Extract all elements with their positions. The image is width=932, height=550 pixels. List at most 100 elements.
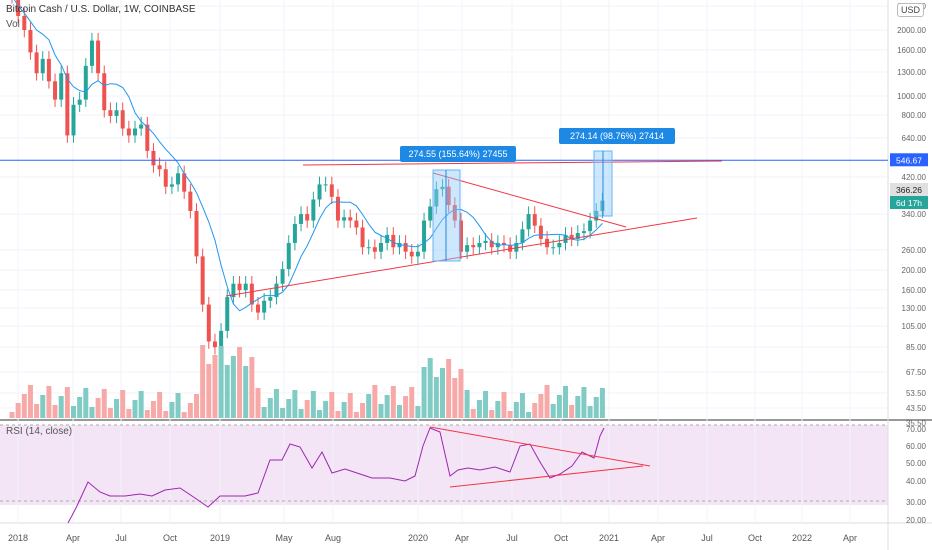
candle-body [452,205,457,221]
rsi-upper-trend [429,426,651,467]
rsi-tick-label: 50.00 [906,459,927,468]
candle-body [59,73,64,100]
candle-body [465,245,470,252]
volume-bar [261,407,267,418]
candle-body [96,40,101,74]
candle-body [268,297,273,301]
x-tick-label: 2022 [792,533,812,543]
volume-bar [249,357,255,418]
rsi-line [67,427,605,524]
volume-bar [501,392,507,418]
candle-body [46,58,51,82]
volume-bar [470,409,476,418]
price-tick-label: 640.00 [902,134,927,143]
chart-title: Bitcoin Cash / U.S. Dollar, 1W, COINBASE [6,4,196,15]
x-tick-label: Jul [115,533,127,543]
candle-body [489,240,494,248]
candle-body [508,245,513,252]
volume-bar [89,407,95,418]
volume-bar [58,396,64,418]
volume-bar [476,400,482,418]
candle-body [151,150,156,166]
candle-body [440,186,445,190]
candle-body [409,251,414,257]
volume-bar [175,393,181,418]
volume-bar [15,403,21,418]
candle-body [206,304,211,342]
candle-body [83,65,88,100]
candle-body [102,73,107,111]
candle-body [176,173,181,185]
candle-body [231,283,236,298]
x-tick-label: Apr [843,533,857,543]
volume-bar [409,387,415,418]
rsi-background [0,425,888,505]
volume-bar [286,399,292,418]
countdown-text: 6d 17h [896,198,922,208]
candle-body [514,242,519,252]
volume-bar [230,356,236,418]
volume-bar [114,399,120,418]
candle-body [16,0,21,16]
rsi-tick-label: 30.00 [906,498,927,507]
candle-body [403,242,408,252]
volume-bar [101,389,107,418]
candle-body [532,214,537,226]
price-tick-label: 85.00 [906,343,927,352]
candle-body [40,58,45,74]
candle-body [538,225,543,239]
volume-bar [27,385,33,418]
volume-bar [353,412,359,418]
volume-bar [126,409,132,418]
candle-body [600,200,605,211]
volume-bar [163,411,169,418]
volume-bar [52,405,58,418]
volume-bar [440,368,445,418]
candle-body [588,220,593,232]
candle-body [188,191,193,211]
support-line [225,217,698,297]
candle-body [342,217,347,221]
candle-body [299,214,304,224]
volume-bar [464,390,470,418]
volume-bar [187,403,193,418]
volume-bar [538,394,544,418]
candle-body [163,169,168,187]
x-tick-label: Apr [651,533,665,543]
volume-bar [218,346,224,418]
price-tick-label: 53.50 [906,389,927,398]
volume-bar [107,408,113,418]
volume-bar [237,347,243,418]
candle-body [551,247,556,249]
candle-body [256,304,260,313]
candle-body [477,242,482,248]
currency-badge[interactable]: USD [896,3,924,17]
x-tick-label: Apr [66,533,80,543]
x-tick-label: May [275,533,293,543]
volume-bar [212,355,218,418]
candle-body [126,128,131,136]
volume-bar [593,397,599,418]
x-tick-label: 2021 [599,533,619,543]
volume-bar [200,345,206,418]
volume-bar [532,403,538,418]
candle-body [219,330,224,348]
volume-bar [569,405,575,418]
volume-bar [243,366,249,418]
volume-bar [224,365,230,418]
x-tick-label: 2020 [408,533,428,543]
x-tick-label: Jul [506,533,518,543]
rsi-tick-label: 20.00 [906,516,927,525]
candle-body [366,247,371,249]
candle-body [225,297,230,331]
price-tick-label: 800.00 [902,111,927,120]
volume-bar [255,388,261,418]
volume-bar [556,395,562,418]
volume-bar [169,402,175,418]
volume-bar [267,398,273,418]
measure-label-bg [400,146,516,162]
candle-body [446,186,451,206]
volume-bar [46,386,52,418]
volume-bar [40,395,46,418]
volume-bar [194,394,199,418]
